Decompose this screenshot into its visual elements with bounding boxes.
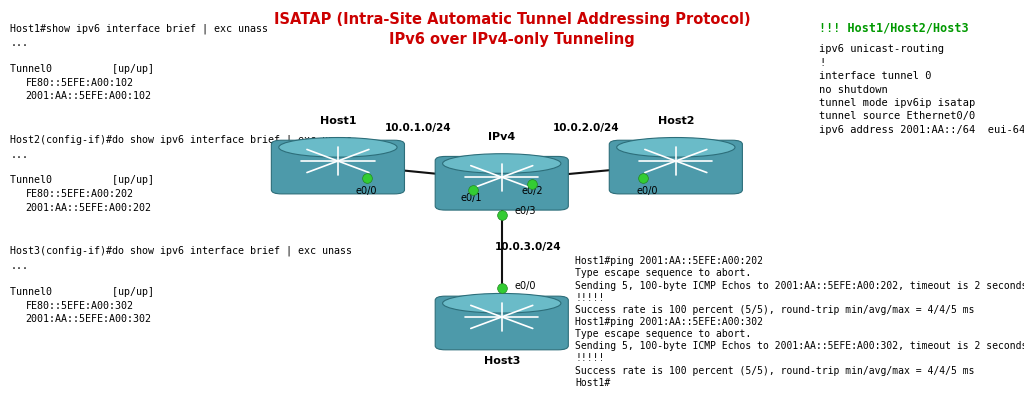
- Text: IPv4: IPv4: [488, 132, 515, 142]
- Text: Host1#ping 2001:AA::5EFE:A00:302: Host1#ping 2001:AA::5EFE:A00:302: [575, 317, 764, 327]
- Text: interface tunnel 0: interface tunnel 0: [819, 71, 932, 81]
- Ellipse shape: [616, 138, 735, 157]
- FancyBboxPatch shape: [609, 140, 742, 194]
- Text: Sending 5, 100-byte ICMP Echos to 2001:AA::5EFE:A00:302, timeout is 2 seconds:: Sending 5, 100-byte ICMP Echos to 2001:A…: [575, 341, 1024, 351]
- Text: ...: ...: [10, 38, 29, 48]
- Text: Success rate is 100 percent (5/5), round-trip min/avg/max = 4/4/5 ms: Success rate is 100 percent (5/5), round…: [575, 366, 975, 375]
- Text: e0/0: e0/0: [637, 186, 657, 196]
- Text: ISATAP (Intra-Site Automatic Tunnel Addressing Protocol): ISATAP (Intra-Site Automatic Tunnel Addr…: [273, 12, 751, 27]
- Ellipse shape: [440, 320, 563, 338]
- Ellipse shape: [279, 138, 397, 157]
- Text: ...: ...: [10, 261, 29, 271]
- Text: Host2(config-if)#do show ipv6 interface brief | exc unass: Host2(config-if)#do show ipv6 interface …: [10, 134, 352, 145]
- Text: !!! Host1/Host2/Host3: !!! Host1/Host2/Host3: [819, 22, 969, 35]
- Text: ipv6 unicast-routing: ipv6 unicast-routing: [819, 45, 944, 54]
- Text: FE80::5EFE:A00:102: FE80::5EFE:A00:102: [26, 78, 133, 88]
- Text: ipv6 address 2001:AA::/64  eui-64: ipv6 address 2001:AA::/64 eui-64: [819, 125, 1024, 134]
- Ellipse shape: [442, 154, 561, 173]
- Text: Tunnel0          [up/up]: Tunnel0 [up/up]: [10, 64, 155, 74]
- Text: no shutdown: no shutdown: [819, 85, 888, 94]
- Text: Host1#show ipv6 interface brief | exc unass: Host1#show ipv6 interface brief | exc un…: [10, 23, 268, 34]
- FancyBboxPatch shape: [435, 156, 568, 210]
- Text: e0/0: e0/0: [514, 281, 536, 290]
- Text: 2001:AA::5EFE:A00:202: 2001:AA::5EFE:A00:202: [26, 203, 152, 213]
- Text: 2001:AA::5EFE:A00:302: 2001:AA::5EFE:A00:302: [26, 314, 152, 324]
- Text: Host3: Host3: [483, 356, 520, 366]
- Text: Type escape sequence to abort.: Type escape sequence to abort.: [575, 269, 752, 278]
- FancyBboxPatch shape: [435, 296, 568, 350]
- Text: 10.0.2.0/24: 10.0.2.0/24: [552, 123, 620, 132]
- Ellipse shape: [276, 164, 400, 182]
- Text: 10.0.3.0/24: 10.0.3.0/24: [495, 242, 562, 252]
- Text: Success rate is 100 percent (5/5), round-trip min/avg/max = 4/4/5 ms: Success rate is 100 percent (5/5), round…: [575, 305, 975, 315]
- Text: Host1#: Host1#: [575, 378, 610, 388]
- Ellipse shape: [614, 164, 737, 182]
- Text: !: !: [819, 58, 825, 68]
- Text: 2001:AA::5EFE:A00:102: 2001:AA::5EFE:A00:102: [26, 92, 152, 101]
- Text: Tunnel0          [up/up]: Tunnel0 [up/up]: [10, 287, 155, 296]
- Text: Tunnel0          [up/up]: Tunnel0 [up/up]: [10, 175, 155, 185]
- Text: Host1#ping 2001:AA::5EFE:A00:202: Host1#ping 2001:AA::5EFE:A00:202: [575, 256, 764, 266]
- Text: Host1: Host1: [319, 116, 356, 126]
- Text: Type escape sequence to abort.: Type escape sequence to abort.: [575, 329, 752, 339]
- Text: !!!!!: !!!!!: [575, 354, 605, 363]
- Text: e0/0: e0/0: [356, 186, 377, 196]
- Ellipse shape: [440, 181, 563, 198]
- Text: tunnel mode ipv6ip isatap: tunnel mode ipv6ip isatap: [819, 98, 976, 108]
- Text: FE80::5EFE:A00:202: FE80::5EFE:A00:202: [26, 190, 133, 199]
- Text: !!!!!: !!!!!: [575, 293, 605, 303]
- Text: e0/2: e0/2: [521, 186, 544, 196]
- FancyBboxPatch shape: [271, 140, 404, 194]
- Text: Sending 5, 100-byte ICMP Echos to 2001:AA::5EFE:A00:202, timeout is 2 seconds:: Sending 5, 100-byte ICMP Echos to 2001:A…: [575, 281, 1024, 290]
- Text: e0/3: e0/3: [514, 206, 536, 215]
- Text: Host3(config-if)#do show ipv6 interface brief | exc unass: Host3(config-if)#do show ipv6 interface …: [10, 246, 352, 256]
- Text: ...: ...: [10, 150, 29, 160]
- Text: e0/1: e0/1: [461, 194, 481, 203]
- Text: Host2: Host2: [657, 116, 694, 126]
- Text: 10.0.1.0/24: 10.0.1.0/24: [384, 123, 452, 132]
- Ellipse shape: [442, 294, 561, 313]
- Text: tunnel source Ethernet0/0: tunnel source Ethernet0/0: [819, 111, 976, 121]
- Text: FE80::5EFE:A00:302: FE80::5EFE:A00:302: [26, 301, 133, 311]
- Text: IPv6 over IPv4-only Tunneling: IPv6 over IPv4-only Tunneling: [389, 32, 635, 47]
